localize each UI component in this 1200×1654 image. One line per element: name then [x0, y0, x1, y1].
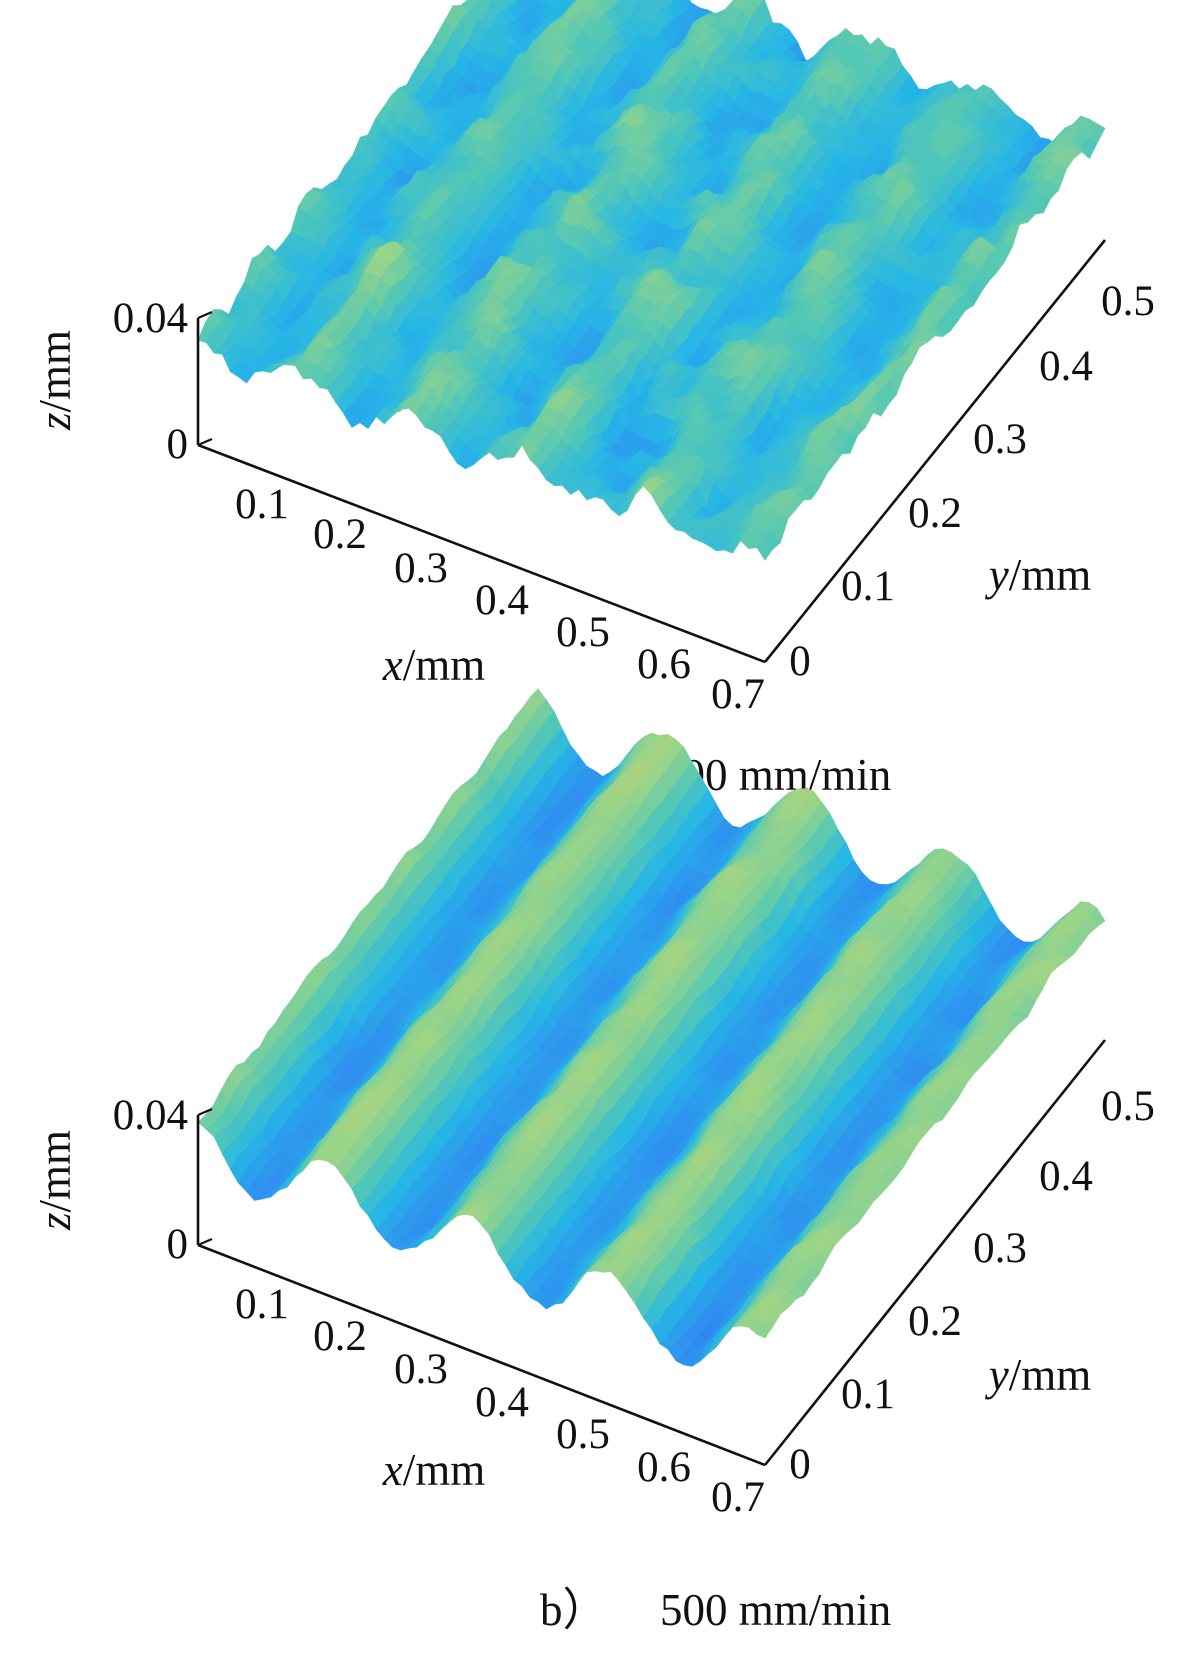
x-axis-label-a: x/mm: [382, 640, 486, 690]
panel-a: 0.04 0 z/mm 0.1 0.2 0.3 0.4 0.5 0.6 0.7 …: [30, 0, 1155, 800]
y-tick-a-0: 0: [789, 638, 811, 685]
surface-plot-a: [197, 0, 1106, 561]
x-tick-a-0.4: 0.4: [475, 577, 529, 624]
x-tick-a-0.5: 0.5: [556, 609, 610, 656]
x-tick-a-0.1: 0.1: [235, 481, 289, 528]
surface-facet: [633, 0, 639, 5]
x-tick-a-0.6: 0.6: [637, 641, 691, 688]
z-tick-a-0: 0: [167, 421, 189, 468]
x-tick-a-0.3: 0.3: [394, 545, 448, 592]
z-tick-a-0.04: 0.04: [113, 295, 188, 342]
x-tick-a-0.2: 0.2: [313, 511, 367, 558]
z-tickmark-a-0: [197, 437, 213, 447]
y-tick-a-0.2: 0.2: [908, 490, 962, 537]
y-tick-a-0.1: 0.1: [841, 563, 895, 610]
y-tick-a-0.5: 0.5: [1101, 278, 1155, 325]
z-axis-label-a: z/mm: [30, 330, 80, 431]
y-tick-a-0.4: 0.4: [1039, 343, 1093, 390]
y-tick-a-0.3: 0.3: [973, 416, 1027, 463]
surface-plot-b: [197, 688, 1106, 1367]
x-tick-a-0.7: 0.7: [711, 671, 765, 718]
y-axis-label-a: y/mm: [985, 550, 1092, 600]
panel-b: 0.04 0 z/mm 0.1 0.2 0.3 0.4 0.5 0.6 0.7 …: [30, 688, 1155, 1635]
